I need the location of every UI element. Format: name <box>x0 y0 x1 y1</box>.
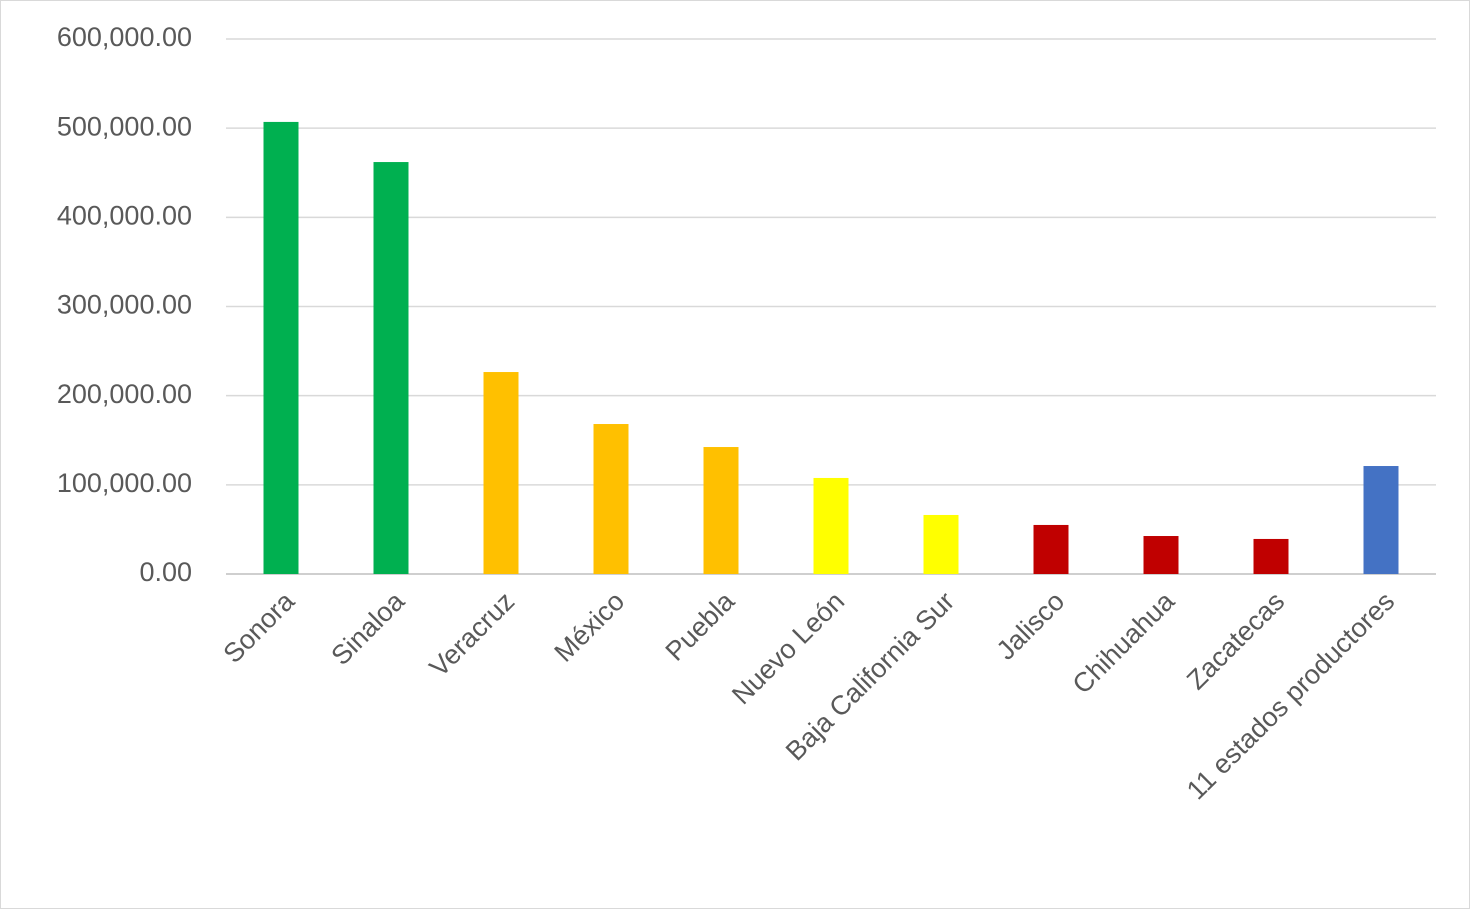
bar <box>1253 538 1289 574</box>
y-tick-label: 500,000.00 <box>57 111 192 141</box>
bar <box>703 447 739 574</box>
y-tick-label: 400,000.00 <box>57 200 192 230</box>
bar <box>1143 536 1179 574</box>
bar <box>263 121 299 575</box>
bar <box>923 514 959 574</box>
y-tick-label: 100,000.00 <box>57 468 192 498</box>
bar <box>1033 524 1069 574</box>
y-tick-label: 0.00 <box>139 557 192 587</box>
bar <box>1363 466 1399 574</box>
bar <box>813 477 849 574</box>
bar <box>483 372 519 574</box>
bar <box>593 424 629 574</box>
y-tick-label: 600,000.00 <box>57 22 192 52</box>
bar <box>373 162 409 575</box>
y-tick-label: 200,000.00 <box>57 379 192 409</box>
y-tick-label: 300,000.00 <box>57 290 192 320</box>
